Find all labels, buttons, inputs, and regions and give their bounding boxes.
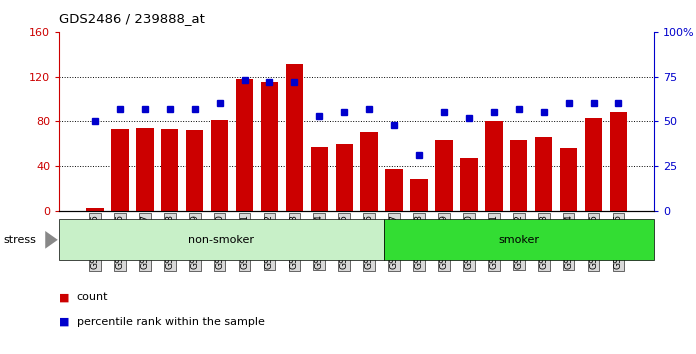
Text: GSM101102: GSM101102 — [265, 214, 274, 269]
Text: GDS2486 / 239888_at: GDS2486 / 239888_at — [59, 12, 205, 25]
Text: stress: stress — [3, 235, 36, 245]
Text: non-smoker: non-smoker — [189, 235, 255, 245]
Text: smoker: smoker — [498, 235, 539, 245]
Bar — [335, 144, 353, 211]
Bar — [361, 132, 378, 211]
Text: GSM101095: GSM101095 — [90, 214, 100, 269]
Text: ■: ■ — [59, 292, 70, 302]
Bar — [111, 129, 129, 211]
Text: GSM101107: GSM101107 — [390, 214, 399, 269]
Text: GSM101105: GSM101105 — [340, 214, 349, 269]
Bar — [310, 147, 328, 211]
Bar — [610, 112, 627, 211]
Bar — [460, 158, 477, 211]
Text: ■: ■ — [59, 317, 70, 327]
Bar — [86, 209, 104, 211]
Bar — [510, 140, 528, 211]
Text: GSM101109: GSM101109 — [439, 214, 448, 269]
Text: GSM101106: GSM101106 — [365, 214, 374, 269]
Text: GSM101108: GSM101108 — [415, 214, 424, 269]
Bar — [261, 82, 278, 211]
Text: GSM101114: GSM101114 — [564, 214, 573, 269]
Bar — [535, 137, 553, 211]
Bar — [161, 129, 178, 211]
Text: GSM101103: GSM101103 — [290, 214, 299, 269]
Text: GSM101110: GSM101110 — [464, 214, 473, 269]
Bar — [186, 130, 203, 211]
Bar — [435, 140, 452, 211]
Text: GSM101112: GSM101112 — [514, 214, 523, 269]
Bar — [560, 148, 577, 211]
Text: GSM101096: GSM101096 — [116, 214, 125, 269]
Text: percentile rank within the sample: percentile rank within the sample — [77, 317, 264, 327]
Text: GSM101111: GSM101111 — [489, 214, 498, 269]
Bar — [411, 179, 428, 211]
Text: GSM101115: GSM101115 — [589, 214, 598, 269]
Text: GSM101099: GSM101099 — [190, 214, 199, 269]
Text: count: count — [77, 292, 108, 302]
Text: GSM101100: GSM101100 — [215, 214, 224, 269]
Text: GSM101098: GSM101098 — [165, 214, 174, 269]
Bar — [485, 121, 503, 211]
Bar — [211, 120, 228, 211]
Bar — [585, 118, 602, 211]
Bar — [136, 128, 154, 211]
Text: GSM101113: GSM101113 — [539, 214, 548, 269]
Text: GSM101101: GSM101101 — [240, 214, 249, 269]
Bar — [386, 169, 403, 211]
Text: GSM101097: GSM101097 — [141, 214, 150, 269]
Bar — [236, 79, 253, 211]
Bar — [285, 64, 303, 211]
Text: GSM101116: GSM101116 — [614, 214, 623, 269]
Text: GSM101104: GSM101104 — [315, 214, 324, 269]
